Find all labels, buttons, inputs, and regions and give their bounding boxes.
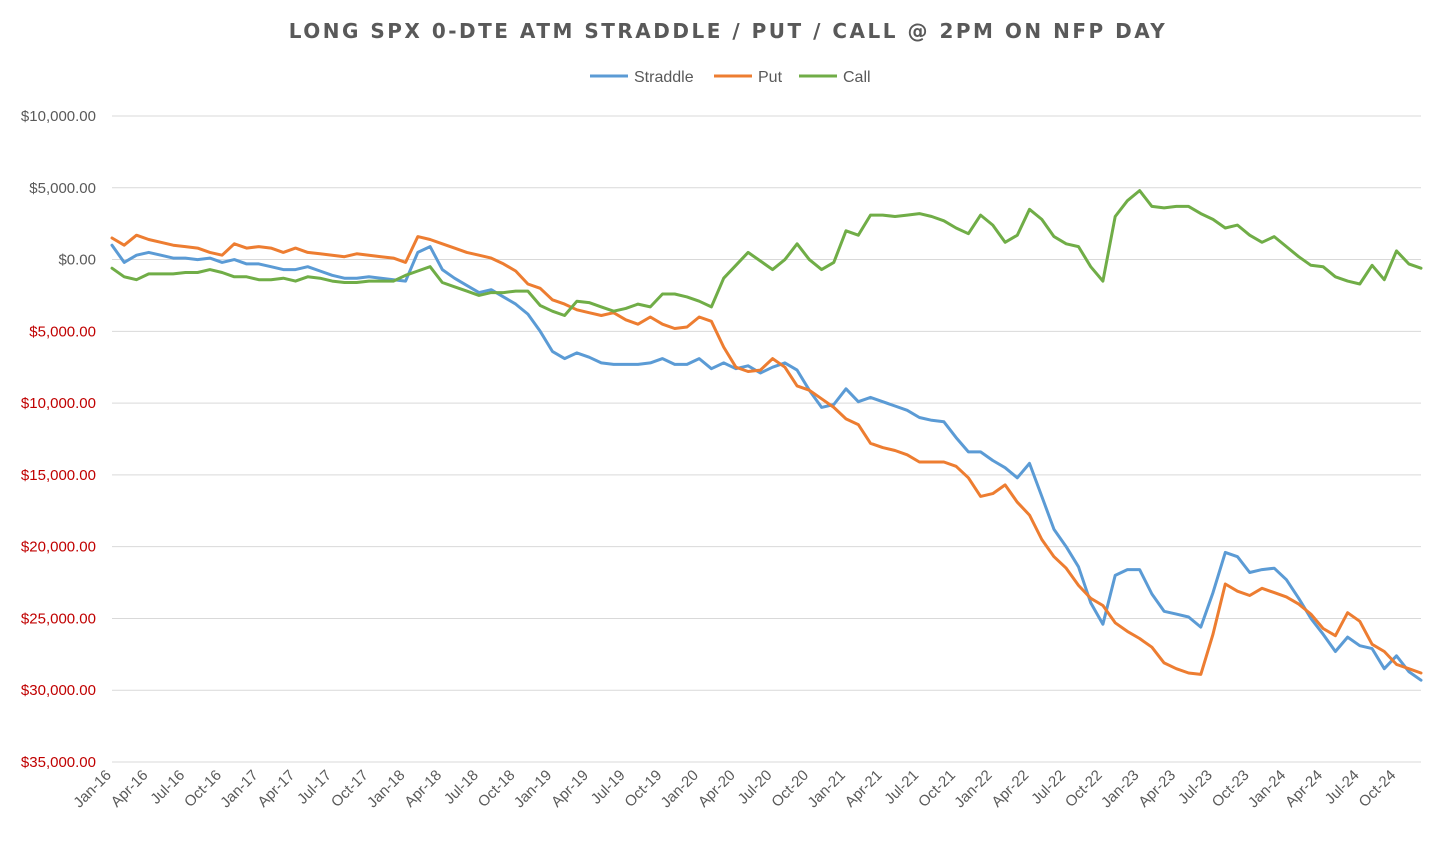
- x-tick-label: Oct-23: [1209, 767, 1253, 811]
- x-tick-label: Jan-24: [1245, 767, 1289, 811]
- x-tick-label: Apr-21: [842, 767, 886, 811]
- y-tick-label: $10,000.00: [21, 108, 96, 125]
- x-tick-label: Oct-22: [1062, 767, 1106, 811]
- x-tick-label: Oct-20: [768, 767, 812, 811]
- x-tick-label: Oct-19: [621, 767, 665, 811]
- y-tick-label: $0.00: [58, 252, 96, 269]
- x-tick-label: Jan-22: [951, 767, 995, 811]
- x-tick-label: Oct-17: [328, 767, 372, 811]
- y-tick-label: $15,000.00: [21, 467, 96, 484]
- x-tick-label: Apr-23: [1135, 767, 1179, 811]
- legend-label-call: Call: [843, 69, 871, 86]
- series-lines: [110, 189, 1423, 682]
- x-tick-label: Jan-23: [1098, 767, 1142, 811]
- y-tick-label: $20,000.00: [21, 539, 96, 556]
- y-tick-label: $5,000.00: [29, 180, 96, 197]
- x-tick-label: Jan-20: [658, 767, 702, 811]
- x-tick-label: Oct-21: [915, 767, 959, 811]
- y-tick-label: $10,000.00: [21, 395, 96, 412]
- y-tick-label: $35,000.00: [21, 754, 96, 771]
- chart-title: LONG SPX 0-DTE ATM STRADDLE / PUT / CALL…: [289, 19, 1168, 43]
- x-tick-label: Jul-23: [1175, 767, 1216, 808]
- x-tick-label: Jan-17: [217, 767, 261, 811]
- series-line-straddle: [110, 243, 1423, 682]
- x-tick-label: Oct-24: [1356, 767, 1400, 811]
- y-axis-tick-labels: $10,000.00 $5,000.00 $0.00 $5,000.00 $10,000…: [21, 108, 96, 771]
- x-tick-label: Apr-16: [108, 767, 152, 811]
- x-tick-label: Jul-16: [147, 767, 188, 808]
- y-tick-label: $5,000.00: [29, 323, 96, 340]
- x-tick-label: Apr-19: [548, 767, 592, 811]
- y-tick-label: $25,000.00: [21, 610, 96, 627]
- gridlines: [112, 115, 1421, 763]
- x-tick-label: Jan-19: [511, 767, 555, 811]
- x-tick-label: Apr-24: [1282, 767, 1326, 811]
- legend-label-put: Put: [758, 69, 783, 86]
- x-tick-label: Oct-18: [475, 767, 519, 811]
- x-tick-label: Apr-17: [254, 767, 298, 811]
- x-tick-label: Jan-16: [70, 767, 114, 811]
- series-line-put: [110, 233, 1423, 676]
- x-tick-label: Jul-19: [588, 767, 629, 808]
- series-line-call: [110, 189, 1423, 317]
- x-tick-label: Jan-18: [364, 767, 408, 811]
- x-tick-label: Apr-22: [988, 767, 1032, 811]
- x-axis-tick-labels: Jan-16Apr-16Jul-16Oct-16Jan-17Apr-17Jul-…: [70, 767, 1399, 811]
- legend: Straddle Put Call: [590, 69, 871, 86]
- x-tick-label: Jul-17: [294, 767, 335, 808]
- x-tick-label: Apr-18: [401, 767, 445, 811]
- x-tick-label: Jul-18: [441, 767, 482, 808]
- x-tick-label: Jul-21: [881, 767, 922, 808]
- legend-label-straddle: Straddle: [634, 69, 694, 86]
- x-tick-label: Jan-21: [804, 767, 848, 811]
- x-tick-label: Jul-24: [1322, 767, 1363, 808]
- y-tick-label: $30,000.00: [21, 682, 96, 699]
- x-tick-label: Jul-20: [735, 767, 776, 808]
- x-tick-label: Jul-22: [1028, 767, 1069, 808]
- x-tick-label: Oct-16: [181, 767, 225, 811]
- x-tick-label: Apr-20: [695, 767, 739, 811]
